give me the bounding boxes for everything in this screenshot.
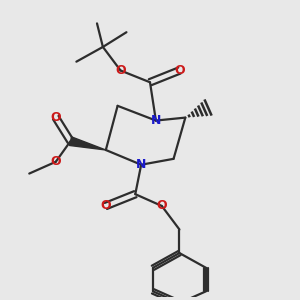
Text: O: O <box>157 200 167 212</box>
Text: N: N <box>136 158 146 171</box>
Text: N: N <box>151 114 161 127</box>
Text: O: O <box>115 64 126 77</box>
Text: O: O <box>174 64 185 77</box>
Polygon shape <box>69 137 106 150</box>
Text: O: O <box>100 200 111 212</box>
Text: O: O <box>50 155 61 168</box>
Text: O: O <box>50 111 61 124</box>
